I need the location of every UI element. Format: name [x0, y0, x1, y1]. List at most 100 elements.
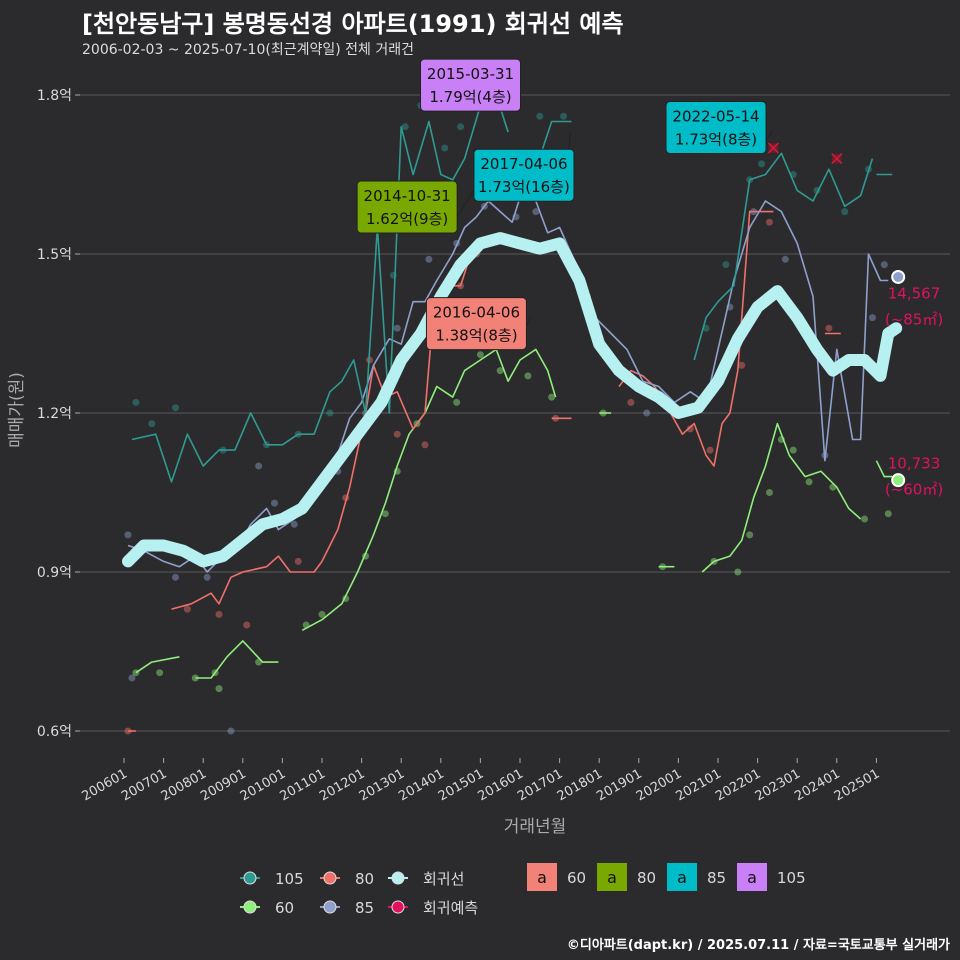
- scatter-point-85: [425, 255, 433, 263]
- chart-subtitle: 2006-02-03 ~ 2025-07-10(최근계약일) 전체 거래건: [82, 42, 414, 58]
- scatter-point-80: [183, 605, 191, 613]
- annotation-price: 1.73억(8층): [675, 131, 757, 149]
- y-tick-label: 1.8억: [37, 88, 72, 104]
- series-line-60: [195, 640, 279, 679]
- legend-swatch-dot: [391, 900, 405, 914]
- legend-swatch-dot: [323, 900, 337, 914]
- cross-marker: [831, 153, 843, 165]
- annotation-price: 1.79억(4층): [429, 88, 511, 106]
- scatter-point-105: [326, 409, 334, 417]
- y-axis-label: 매매가(원): [7, 372, 27, 448]
- annotation-box: [356, 180, 458, 234]
- legend-label-box: [527, 863, 557, 891]
- scatter-point-60: [861, 515, 869, 523]
- scatter-point-85: [532, 208, 540, 216]
- forecast-label-value: 10,733: [888, 454, 941, 472]
- legend-label: 80: [355, 870, 374, 888]
- scatter-point-60: [524, 372, 532, 380]
- legend-swatch-dot: [323, 871, 337, 885]
- annotation-box: [425, 297, 527, 351]
- annotation-box: [665, 101, 767, 154]
- source-credit: ©디아파트(dapt.kr) / 2025.07.11 / 자료=국토교통부 실…: [566, 938, 950, 953]
- scatter-point-105: [536, 112, 544, 120]
- annotation-date: 2022-05-14: [672, 108, 759, 126]
- scatter-point-105: [758, 160, 766, 168]
- scatter-point-85: [270, 499, 278, 507]
- scatter-point-85: [290, 520, 298, 528]
- x-axis-label: 거래년월: [504, 817, 567, 837]
- scatter-point-60: [215, 685, 223, 693]
- legend-label: 60: [275, 899, 294, 917]
- scatter-point-85: [124, 531, 132, 539]
- scatter-point-60: [318, 610, 326, 618]
- annotation-box: [473, 148, 575, 202]
- scatter-point-80: [627, 398, 635, 406]
- series-line-105: [693, 152, 874, 361]
- series-line-60: [875, 460, 893, 478]
- scatter-point-80: [686, 425, 694, 433]
- scatter-point-105: [148, 420, 156, 428]
- forecast-point: [891, 269, 906, 284]
- scatter-point-80: [421, 441, 429, 449]
- scatter-point-105: [401, 123, 409, 131]
- scatter-point-80: [294, 557, 302, 565]
- legend-label: 85: [707, 869, 726, 887]
- legend-label: 80: [637, 869, 656, 887]
- cross-marker: [767, 142, 780, 154]
- legend-label-glyph: a: [677, 868, 687, 887]
- scatter-point-60: [381, 510, 389, 518]
- annotation-date: 2015-03-31: [427, 65, 514, 83]
- scatter-point-60: [476, 351, 484, 359]
- scatter-point-105: [441, 144, 449, 152]
- forecast-label-area: (~60㎡): [885, 480, 943, 498]
- scatter-point-60: [191, 674, 199, 682]
- legend-label-box: [737, 863, 767, 891]
- scatter-point-80: [765, 218, 773, 226]
- forecast-label-value: 14,567: [888, 285, 941, 303]
- scatter-point-85: [128, 674, 136, 682]
- legend-swatch-dot: [243, 871, 257, 885]
- scatter-point-60: [805, 478, 813, 486]
- y-tick-label: 1.2억: [37, 406, 72, 422]
- scatter-point-60: [746, 531, 754, 539]
- legend-swatch-dot: [243, 900, 257, 914]
- scatter-point-105: [171, 404, 179, 412]
- series-line-60: [301, 348, 557, 632]
- scatter-point-85: [880, 261, 888, 269]
- forecast-label-area: (~85㎡): [885, 311, 943, 329]
- annotation-price: 1.62억(9층): [366, 210, 448, 228]
- scatter-point-80: [738, 361, 746, 369]
- scatter-point-80: [243, 621, 251, 629]
- forecast-point: [891, 473, 906, 488]
- scatter-point-80: [825, 324, 833, 332]
- series-line-105: [131, 94, 509, 483]
- scatter-point-105: [722, 261, 730, 269]
- scatter-point-85: [227, 727, 235, 735]
- scatter-point-60: [453, 398, 461, 406]
- scatter-point-105: [560, 112, 568, 120]
- legend-label: 85: [355, 899, 374, 917]
- scatter-point-85: [393, 324, 401, 332]
- scatter-point-105: [841, 208, 849, 216]
- scatter-point-105: [132, 398, 140, 406]
- annotation-price: 1.38억(8층): [435, 327, 517, 345]
- scatter-point-60: [884, 510, 892, 518]
- scatter-point-60: [548, 393, 556, 401]
- scatter-point-80: [124, 727, 132, 735]
- y-tick-label: 0.9억: [37, 565, 72, 581]
- chart-title: [천안동남구] 봉명동선경 아파트(1991) 회귀선 예측: [82, 10, 624, 38]
- series-line-60: [701, 422, 862, 573]
- scatter-point-85: [868, 314, 876, 322]
- series-line-60: [135, 656, 180, 674]
- x-tick-label: 202501: [832, 766, 882, 804]
- annotation-date: 2014-10-31: [364, 187, 451, 205]
- annotation-price: 1.73억(16층): [478, 178, 570, 196]
- scatter-point-85: [781, 255, 789, 263]
- series-line-80: [618, 210, 774, 467]
- legend-label: 60: [567, 869, 586, 887]
- legend-label-box: [667, 863, 697, 891]
- legend-label: 회귀선: [423, 870, 464, 888]
- legend-label: 회귀예측: [423, 899, 478, 917]
- scatter-point-85: [171, 573, 179, 581]
- annotation-box: [420, 58, 521, 112]
